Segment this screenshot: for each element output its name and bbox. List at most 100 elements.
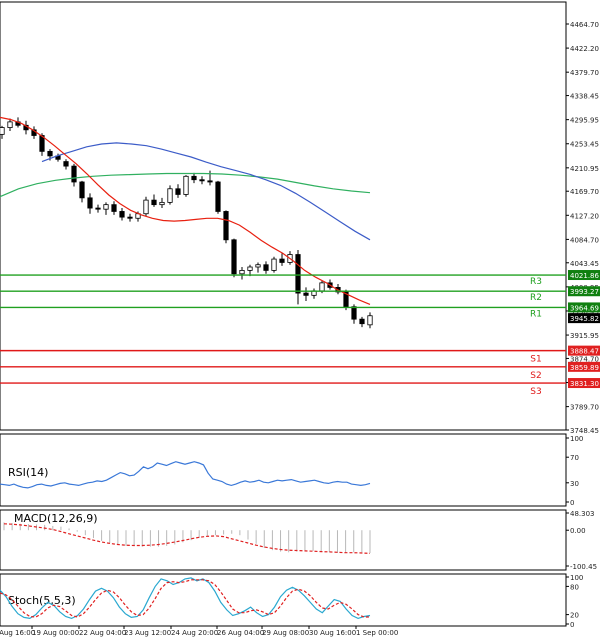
macd-y-tick-label: -100.45: [570, 563, 597, 571]
candle-body: [247, 266, 253, 271]
plot-frames: [0, 1, 567, 627]
candle-body: [87, 197, 93, 209]
x-tick-label: 30 Aug 16:00: [309, 629, 356, 637]
y-tick-label: 4043.45: [570, 260, 599, 268]
candle-body: [0, 127, 5, 135]
x-tick-label: 26 Aug 04:00: [217, 629, 264, 637]
rsi-title: RSI(14): [8, 466, 48, 479]
level-label-r1: R1: [530, 309, 542, 319]
stoch-y-tick-label: 100: [570, 574, 583, 582]
y-tick-label: 4084.70: [570, 236, 599, 244]
macd-signal-line: [3, 523, 371, 554]
y-tick-label: 4295.95: [570, 117, 599, 125]
level-s2-badge: [568, 361, 600, 372]
macd-panel: 48.303 0.00 -100.45 MACD(12,26,9): [3, 510, 597, 571]
level-r2-badge-text: 3993.27: [570, 288, 599, 296]
rsi-panel: 100 70 30 0 RSI(14): [0, 435, 583, 507]
candle-body: [271, 258, 277, 271]
candle-body: [191, 175, 197, 181]
candle-body: [183, 175, 189, 195]
level-label-s1: S1: [530, 355, 541, 365]
level-label-s2: S2: [530, 371, 541, 381]
x-tick-label: 18 Aug 16:00: [0, 629, 35, 637]
level-s3-badge: [568, 378, 600, 389]
stoch-main-line: [0, 577, 371, 620]
candle-body: [167, 188, 173, 203]
rsi-y-tick-label: 30: [570, 480, 579, 488]
candle-body: [295, 254, 301, 294]
candle-body: [207, 180, 213, 183]
y-tick-label: 4169.70: [570, 188, 599, 196]
candle-body: [175, 188, 181, 195]
y-tick-label: 4338.45: [570, 93, 599, 101]
stoch-y-tick-label: 20: [570, 612, 579, 620]
y-tick-label: 3789.70: [570, 404, 599, 412]
y-tick-label: 4253.45: [570, 141, 599, 149]
level-r1-badge-text: 3964.69: [570, 304, 599, 312]
x-tick-label: 24 Aug 20:00: [171, 629, 218, 637]
y-tick-label: 4464.70: [570, 21, 599, 29]
level-r3-badge-text: 4021.86: [570, 272, 599, 280]
y-tick-label: 3874.70: [570, 355, 599, 363]
candle-body: [63, 161, 69, 167]
x-tick-label: 23 Aug 12:00: [124, 629, 171, 637]
x-tick-label: 22 Aug 04:00: [79, 629, 126, 637]
candle-body: [7, 121, 13, 128]
stoch-y-tick-label: 80: [570, 583, 579, 591]
candle-body: [79, 181, 85, 199]
level-r3-badge: [568, 270, 600, 281]
y-tick-label: 4379.70: [570, 69, 599, 77]
candle-body: [95, 207, 101, 210]
stoch-y-tick-label: 0: [570, 621, 574, 629]
macd-y-tick-label: 48.303: [570, 510, 595, 518]
candle-body: [199, 179, 205, 182]
candle-body: [103, 204, 109, 210]
level-label-s3: S3: [530, 387, 541, 397]
candle-body: [343, 291, 349, 308]
candle-body: [367, 315, 373, 326]
stoch-title: Stoch(5,5,3): [8, 594, 76, 607]
y-tick-label: 4127.20: [570, 212, 599, 220]
candle-body: [303, 292, 309, 296]
candle-body: [351, 306, 357, 320]
level-r1-badge: [568, 302, 600, 313]
candle-body: [263, 264, 269, 271]
candle-body: [47, 150, 53, 157]
candle-body: [359, 318, 365, 325]
level-label-r3: R3: [530, 277, 542, 287]
current-price-badge: [568, 313, 600, 324]
ma-slow-line: [0, 172, 371, 198]
y-tick-label: 3915.95: [570, 332, 599, 340]
y-tick-label: 3748.45: [570, 427, 599, 435]
current-price-badge-text: 3945.82: [570, 315, 599, 323]
candle-body: [215, 181, 221, 212]
macd-title: MACD(12,26,9): [14, 512, 98, 525]
x-tick-label: 19 Aug 00:00: [32, 629, 79, 637]
candle-body: [239, 270, 245, 275]
candle-body: [71, 165, 77, 183]
y-tick-label: 4210.95: [570, 165, 599, 173]
rsi-y-tick-label: 0: [570, 499, 574, 507]
ma-fast-line: [0, 116, 371, 305]
rsi-line: [0, 461, 371, 489]
candle-body: [223, 211, 229, 241]
x-tick-label: 1 Sep 00:00: [356, 629, 398, 637]
rsi-y-tick-label: 70: [570, 454, 579, 462]
candle-body: [279, 258, 285, 263]
rsi-y-tick-label: 100: [570, 435, 583, 443]
candle-body: [111, 204, 117, 212]
level-label-r2: R2: [530, 293, 542, 303]
main-panel: 4464.70 4422.20 4379.70 4338.45 4295.95 4253.…: [0, 21, 600, 435]
x-tick-label: 29 Aug 08:00: [262, 629, 309, 637]
candle-body: [231, 239, 237, 275]
macd-y-tick-label: 0.00: [570, 527, 586, 535]
candle-body: [143, 199, 149, 215]
candle-body: [119, 211, 125, 218]
level-r2-badge: [568, 286, 600, 297]
stoch-signal-line: [0, 579, 370, 618]
level-s2-badge-text: 3859.89: [570, 364, 599, 372]
